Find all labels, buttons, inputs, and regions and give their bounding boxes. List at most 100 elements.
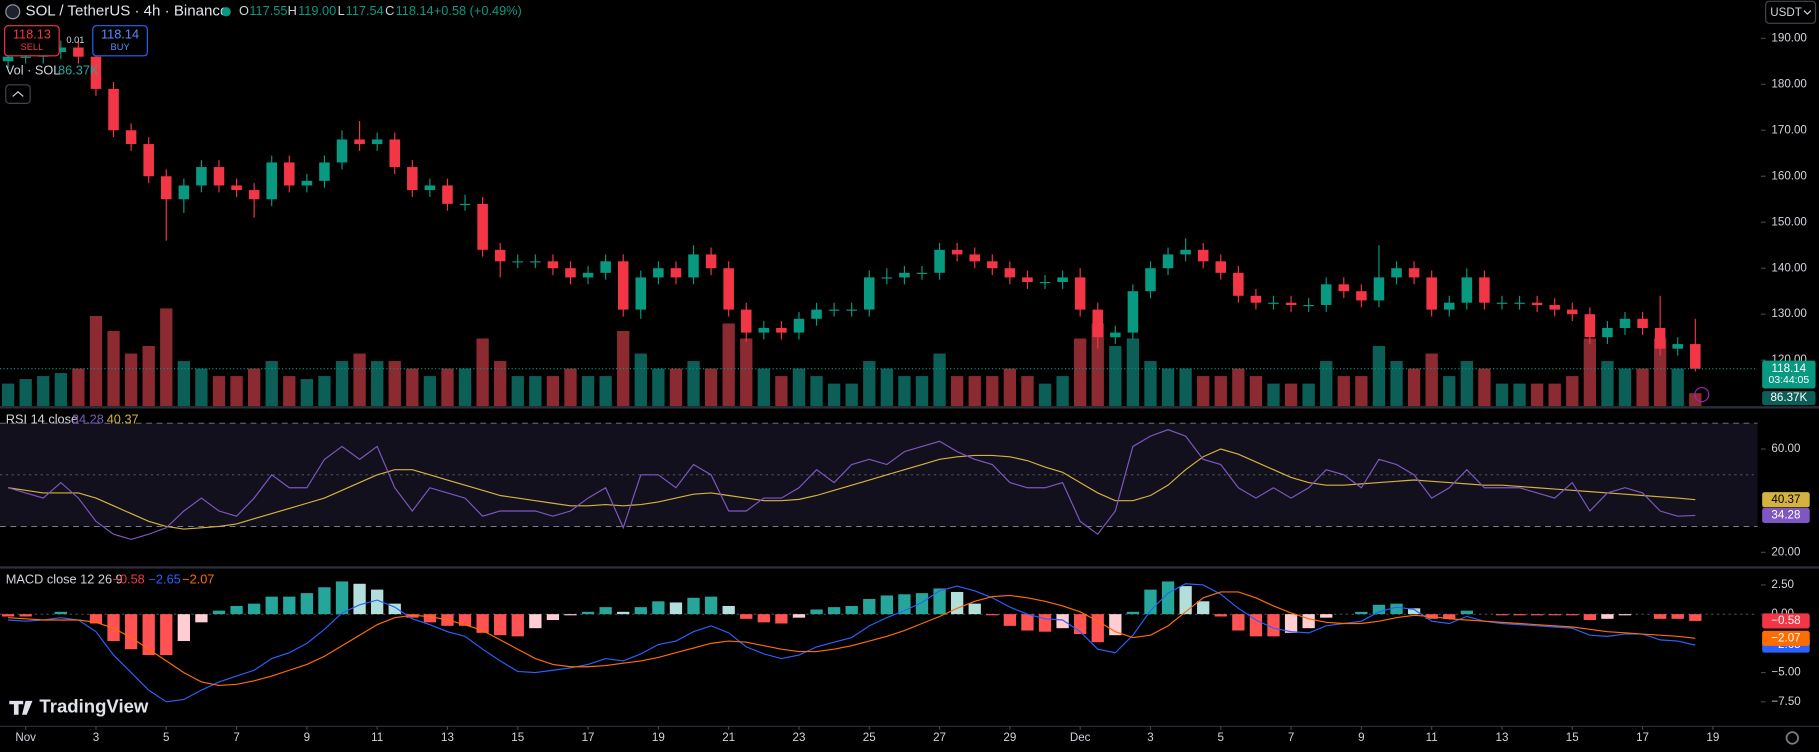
candle-body: [1180, 249, 1191, 255]
histogram-bar: [1284, 614, 1298, 633]
buy-price[interactable]: 118.14: [101, 26, 139, 41]
candle-body: [1057, 277, 1068, 283]
candle-body: [1443, 302, 1455, 310]
histogram-bar: [142, 614, 155, 656]
currency-select[interactable]: [1765, 0, 1817, 24]
histogram-bar: [89, 614, 103, 624]
candle-body: [1074, 277, 1086, 310]
volume-bar: [1583, 338, 1597, 407]
x-tick-label: 11: [371, 731, 383, 744]
x-tick-label: 25: [863, 731, 876, 744]
volume-bar: [511, 376, 524, 407]
histogram-bar: [335, 581, 349, 615]
volume-bar: [863, 361, 876, 407]
y-tick-label: 140.00: [1771, 261, 1806, 274]
volume-bar: [1443, 376, 1456, 407]
candle-body: [899, 272, 910, 278]
volume-bar: [1513, 383, 1526, 407]
volume-bar: [898, 376, 911, 407]
histogram-bar: [687, 597, 700, 615]
settings-icon[interactable]: [1785, 731, 1799, 745]
volume-bar: [1, 383, 15, 407]
candle-body: [55, 47, 67, 53]
volume-bar: [634, 353, 647, 407]
buy-label[interactable]: BUY: [111, 42, 130, 52]
histogram-bar: [1689, 614, 1702, 621]
volume-bar: [722, 323, 735, 407]
volume-bar: [1653, 338, 1667, 407]
candle-body: [1690, 344, 1701, 369]
candle-body: [1233, 272, 1244, 296]
histogram-bar: [247, 603, 261, 615]
y-tick-label: 190.00: [1771, 31, 1806, 44]
candle-body: [828, 309, 840, 311]
candle-body: [1496, 302, 1508, 304]
histogram-bar: [371, 589, 384, 615]
candle-body: [284, 162, 295, 186]
histogram-bar: [265, 596, 278, 615]
candle-body: [354, 139, 365, 145]
candle-body: [1584, 314, 1596, 338]
candle-body: [1356, 291, 1367, 301]
candle-body: [951, 249, 963, 255]
histogram-bar: [177, 614, 190, 642]
y-tick-label: 60.00: [1771, 442, 1800, 455]
candle-body: [776, 327, 787, 333]
volume-bar: [195, 368, 208, 407]
sell-button[interactable]: [4, 25, 60, 57]
volume-bar: [1144, 361, 1157, 407]
histogram-bar: [950, 591, 964, 615]
volume-bar: [1337, 376, 1350, 407]
histogram-bar: [1197, 601, 1210, 615]
candle-body: [424, 185, 436, 191]
histogram-bar: [652, 601, 665, 615]
histogram-bar: [300, 593, 314, 615]
sell-price[interactable]: 118.13: [13, 26, 51, 41]
volume-bar: [388, 361, 401, 407]
ohlc-label: L: [338, 3, 345, 18]
symbol-title: SOL / TetherUS · 4h · Binance: [26, 3, 229, 20]
volume-bar: [1530, 383, 1544, 407]
buy-button[interactable]: [92, 25, 148, 57]
volume-bar: [810, 376, 823, 407]
volume-bar: [827, 383, 841, 407]
volume-legend: 86.37K: [58, 62, 99, 77]
histogram-bar: [230, 605, 243, 615]
histogram-bar: [124, 614, 138, 650]
histogram-bar: [986, 614, 999, 616]
volume-bar: [757, 368, 770, 407]
volume-bar: [1126, 338, 1140, 407]
collapse-icon[interactable]: [12, 91, 24, 97]
x-tick-label: 11: [1426, 731, 1438, 744]
candle-body: [1250, 295, 1262, 303]
candle-body: [863, 277, 875, 310]
sell-label[interactable]: SELL: [21, 42, 44, 52]
volume-bar: [1636, 368, 1649, 407]
x-tick-label: 5: [163, 731, 169, 744]
candle-body: [1110, 332, 1121, 338]
volume-bar: [1232, 368, 1245, 407]
histogram-bar: [1214, 614, 1227, 617]
x-tick-label: 9: [1358, 731, 1364, 744]
histogram-bar: [1548, 614, 1561, 616]
histogram-bar: [757, 614, 770, 623]
alert-icon[interactable]: [1694, 387, 1710, 403]
candle-body: [670, 268, 682, 278]
volume-bar: [371, 361, 384, 407]
histogram-bar: [1161, 581, 1175, 615]
candle-body: [442, 185, 453, 204]
histogram-bar: [19, 614, 32, 617]
dropdown-icon[interactable]: [1803, 10, 1812, 15]
volume-bar: [1179, 368, 1192, 407]
volume-bar: [1021, 376, 1034, 407]
candle-body: [758, 327, 770, 333]
spread: 0.01: [66, 35, 84, 45]
histogram-bar: [1021, 614, 1034, 631]
currency[interactable]: USDT: [1770, 6, 1802, 19]
x-tick-label: 3: [93, 731, 99, 744]
volume-bar: [494, 361, 507, 407]
collapse-button[interactable]: [5, 84, 31, 104]
volume-bar: [283, 376, 296, 407]
histogram-bar: [1601, 614, 1614, 619]
